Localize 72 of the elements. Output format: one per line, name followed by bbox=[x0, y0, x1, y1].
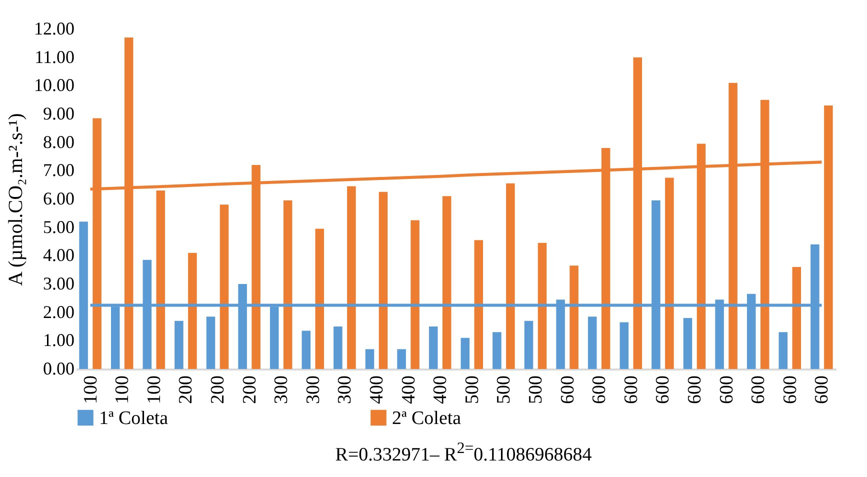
x-tick-label: 100 bbox=[112, 376, 134, 404]
y-tick-label: 12.00 bbox=[34, 18, 74, 38]
bar bbox=[570, 266, 578, 369]
x-tick-label: 400 bbox=[398, 376, 420, 404]
bar bbox=[302, 330, 311, 369]
bar bbox=[365, 349, 374, 369]
x-tick-label: 600 bbox=[780, 376, 801, 404]
bar bbox=[428, 326, 438, 369]
x-tick-label: 400 bbox=[366, 376, 388, 404]
bar bbox=[378, 192, 388, 369]
x-tick-label: 600 bbox=[557, 376, 578, 404]
x-tick-label: 200 bbox=[208, 376, 229, 404]
x-tick-label: 600 bbox=[812, 376, 833, 404]
x-tick-label: 600 bbox=[620, 376, 642, 404]
legend-label: 2ª Coleta bbox=[392, 408, 462, 429]
x-tick-label: 600 bbox=[716, 376, 738, 404]
bar bbox=[538, 242, 547, 369]
y-tick-label: 10.00 bbox=[34, 75, 74, 96]
x-tick-label: 100 bbox=[80, 376, 102, 404]
bar bbox=[824, 106, 833, 369]
bar bbox=[347, 186, 356, 369]
x-tick-label: 200 bbox=[239, 376, 260, 404]
bar bbox=[506, 183, 515, 369]
legend-label: 1ª Coleta bbox=[99, 408, 169, 429]
x-tick-label: 500 bbox=[462, 376, 483, 404]
y-tick-label: 4.00 bbox=[43, 245, 74, 266]
y-tick-label: 1.00 bbox=[43, 330, 74, 350]
bar bbox=[460, 338, 470, 369]
x-tick-label: 400 bbox=[430, 376, 452, 404]
x-tick-label: 200 bbox=[176, 376, 197, 404]
x-tick-label: 300 bbox=[334, 376, 356, 404]
bar bbox=[174, 320, 184, 369]
x-tick-label: 600 bbox=[589, 376, 610, 404]
bar bbox=[206, 316, 216, 369]
bar bbox=[315, 228, 324, 369]
bar bbox=[188, 252, 197, 369]
text: R=0.332971– R$^{2=}$0.11086968684 bbox=[334, 440, 593, 466]
y-tick-label: 5.00 bbox=[43, 216, 74, 237]
bar bbox=[442, 196, 452, 369]
bar bbox=[397, 349, 406, 369]
bar bbox=[778, 332, 788, 369]
x-tick-label: 500 bbox=[526, 376, 546, 404]
y-tick-label: 0.00 bbox=[43, 358, 74, 378]
y-tick-label: 9.00 bbox=[43, 104, 74, 124]
x-tick-label: 500 bbox=[494, 376, 515, 404]
bar bbox=[283, 200, 292, 369]
y-tick-label: 7.00 bbox=[43, 160, 74, 180]
x-tick-label: 600 bbox=[652, 376, 674, 404]
y-axis-title: A (µmol.CO₂.m-².s-¹) bbox=[5, 113, 27, 286]
bar bbox=[620, 322, 629, 369]
x-tick-label: 600 bbox=[748, 376, 770, 404]
bar bbox=[492, 332, 502, 369]
y-tick-label: 11.00 bbox=[34, 46, 74, 67]
x-tick-label: 600 bbox=[684, 376, 706, 404]
y-tick-label: 6.00 bbox=[43, 188, 74, 208]
bar bbox=[334, 326, 342, 369]
y-tick-label: 3.00 bbox=[43, 274, 74, 294]
bar bbox=[665, 178, 674, 369]
bar bbox=[156, 190, 166, 369]
y-tick-label: 2.00 bbox=[43, 302, 74, 322]
bar bbox=[792, 267, 802, 369]
x-tick-label: 300 bbox=[271, 376, 292, 404]
bar bbox=[79, 222, 88, 369]
x-tick-label: 300 bbox=[302, 376, 324, 404]
bar bbox=[588, 316, 597, 369]
bar bbox=[410, 220, 420, 369]
bar bbox=[524, 320, 534, 369]
bar bbox=[683, 318, 692, 369]
bar bbox=[220, 204, 229, 369]
x-tick-label: 100 bbox=[144, 376, 165, 404]
y-tick-label: 8.00 bbox=[43, 132, 74, 152]
bar bbox=[474, 240, 484, 369]
